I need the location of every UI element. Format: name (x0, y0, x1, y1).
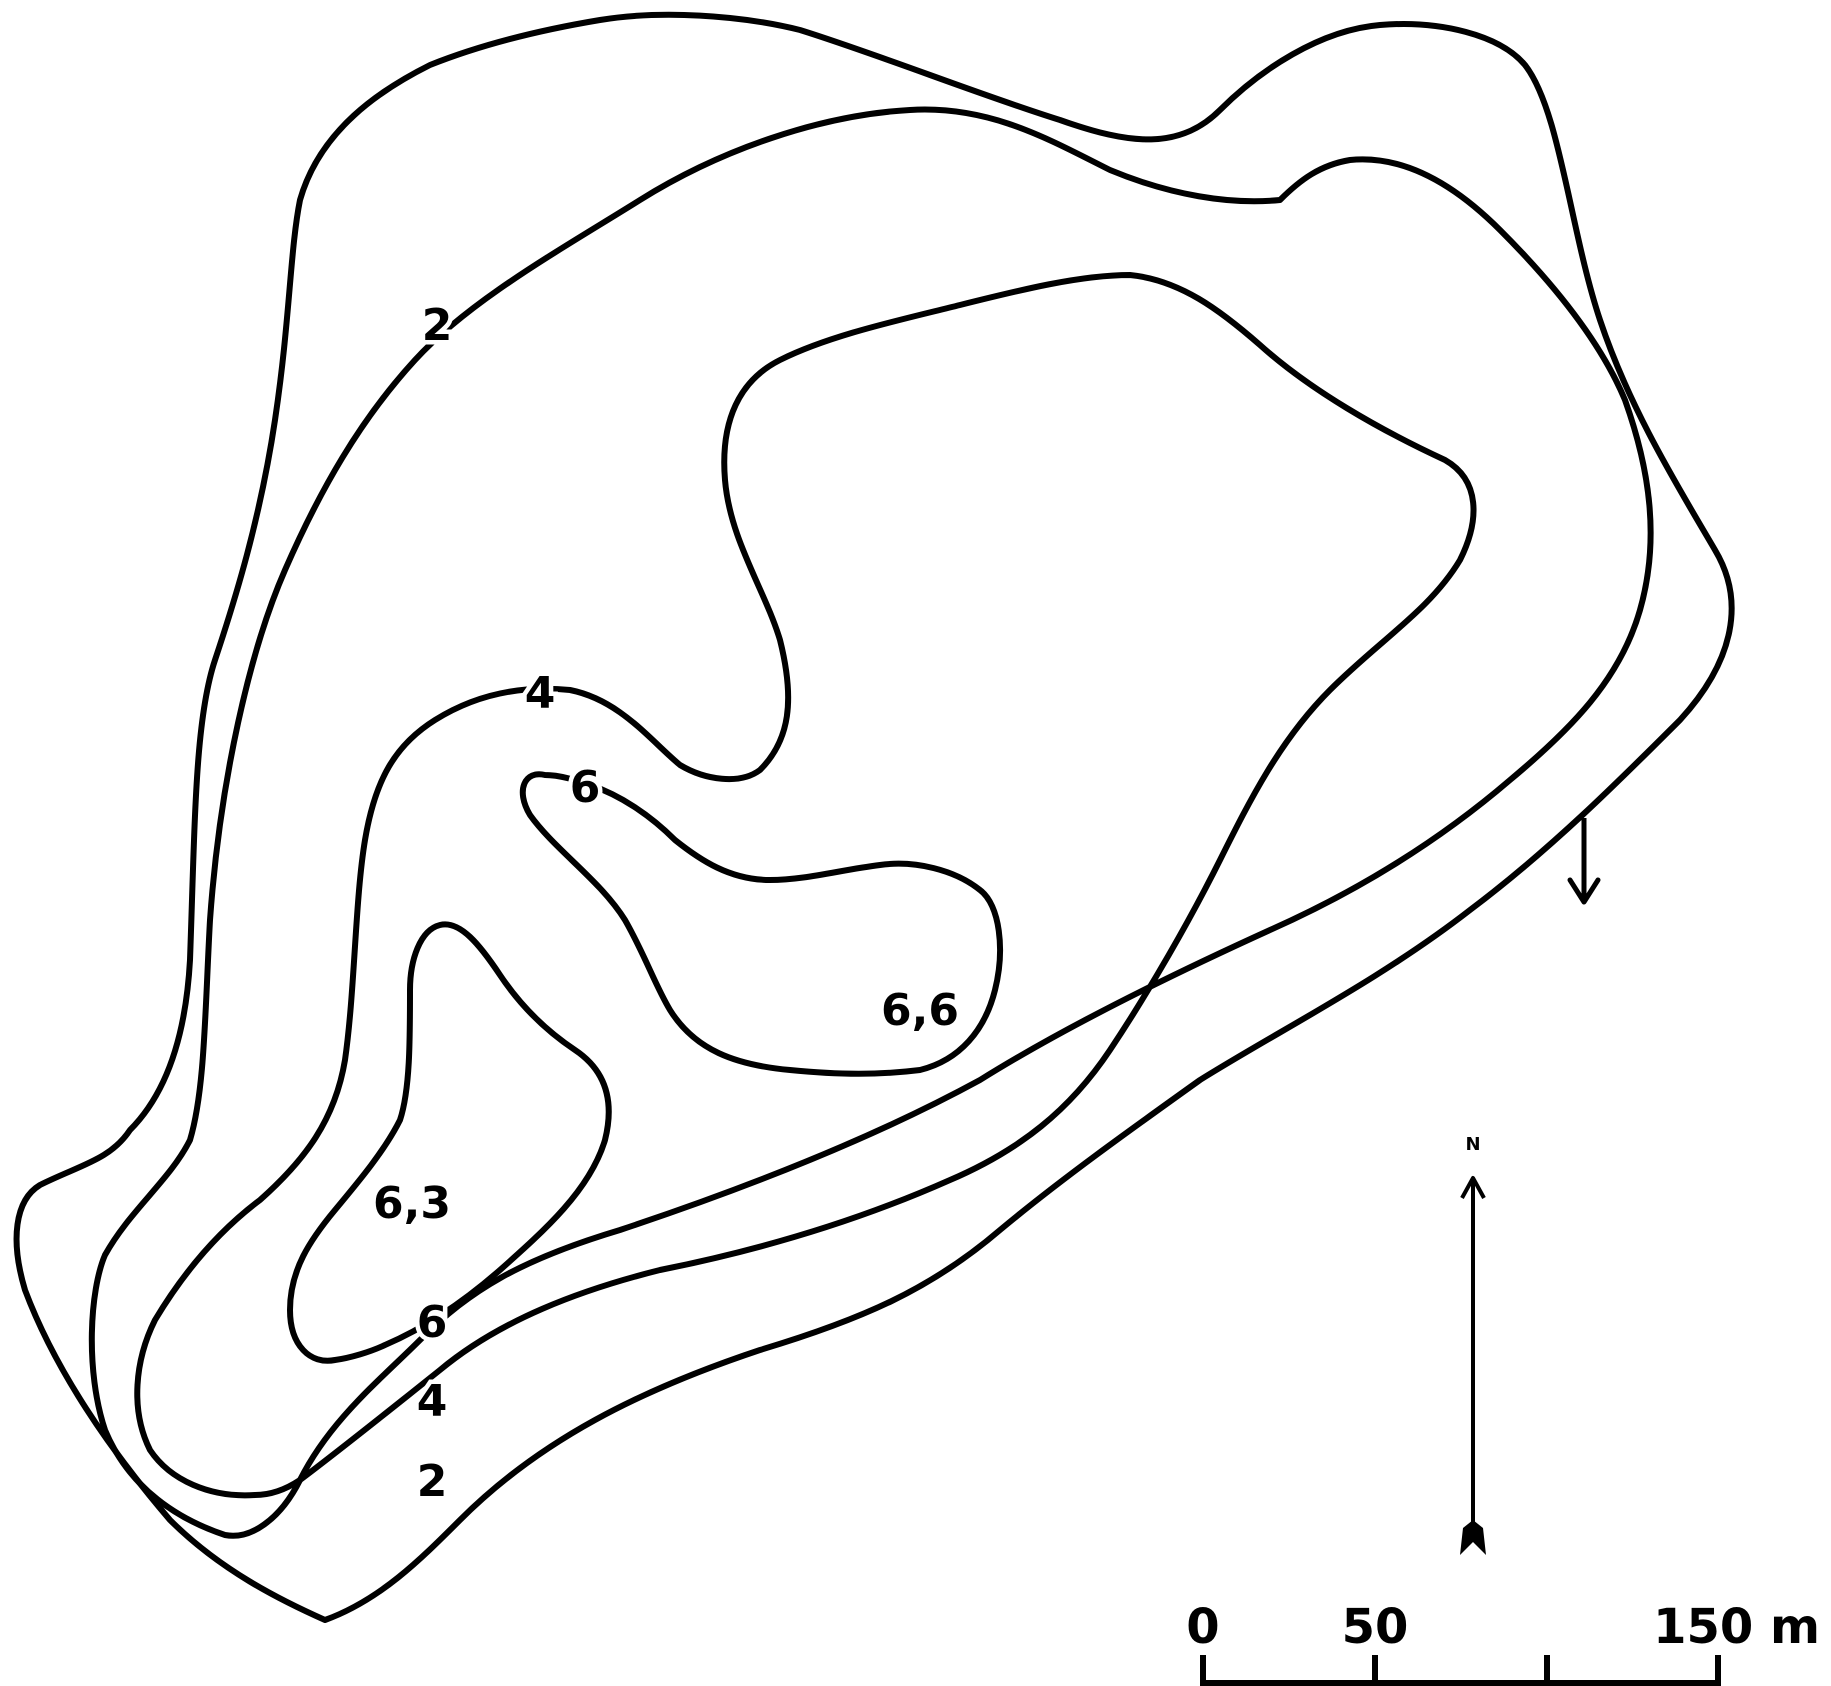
depth-label-contour-6-north: 6 (570, 762, 601, 813)
contour-2m (88, 106, 1654, 1539)
scale-label-0: 0 (1186, 1599, 1219, 1655)
depth-label-contour-4-west: 4 (525, 668, 556, 719)
depth-label-max-east: 6,6 (881, 985, 959, 1036)
contour-6m-west (287, 921, 612, 1364)
depth-label-max-south: 6,3 (373, 1178, 451, 1229)
depth-label-contour-2-south: 2 (417, 1456, 448, 1507)
depth-label-contour-6-south: 6 (417, 1297, 448, 1348)
north-label: N (1465, 1134, 1480, 1155)
scale-bar: 0 50 150 m (1186, 1599, 1820, 1686)
outflow-arrow-icon (1567, 818, 1601, 905)
lake-shoreline (13, 11, 1735, 1623)
depth-label-contour-2-north: 2 (422, 300, 453, 351)
contour-4m (134, 272, 1477, 1499)
scale-label-50: 50 (1342, 1599, 1409, 1655)
north-arrow-icon: N (1460, 1134, 1486, 1555)
scale-label-150: 150 m (1653, 1599, 1820, 1655)
contour-6m-east (519, 771, 1003, 1077)
depth-label-contour-4-south: 4 (417, 1376, 448, 1427)
